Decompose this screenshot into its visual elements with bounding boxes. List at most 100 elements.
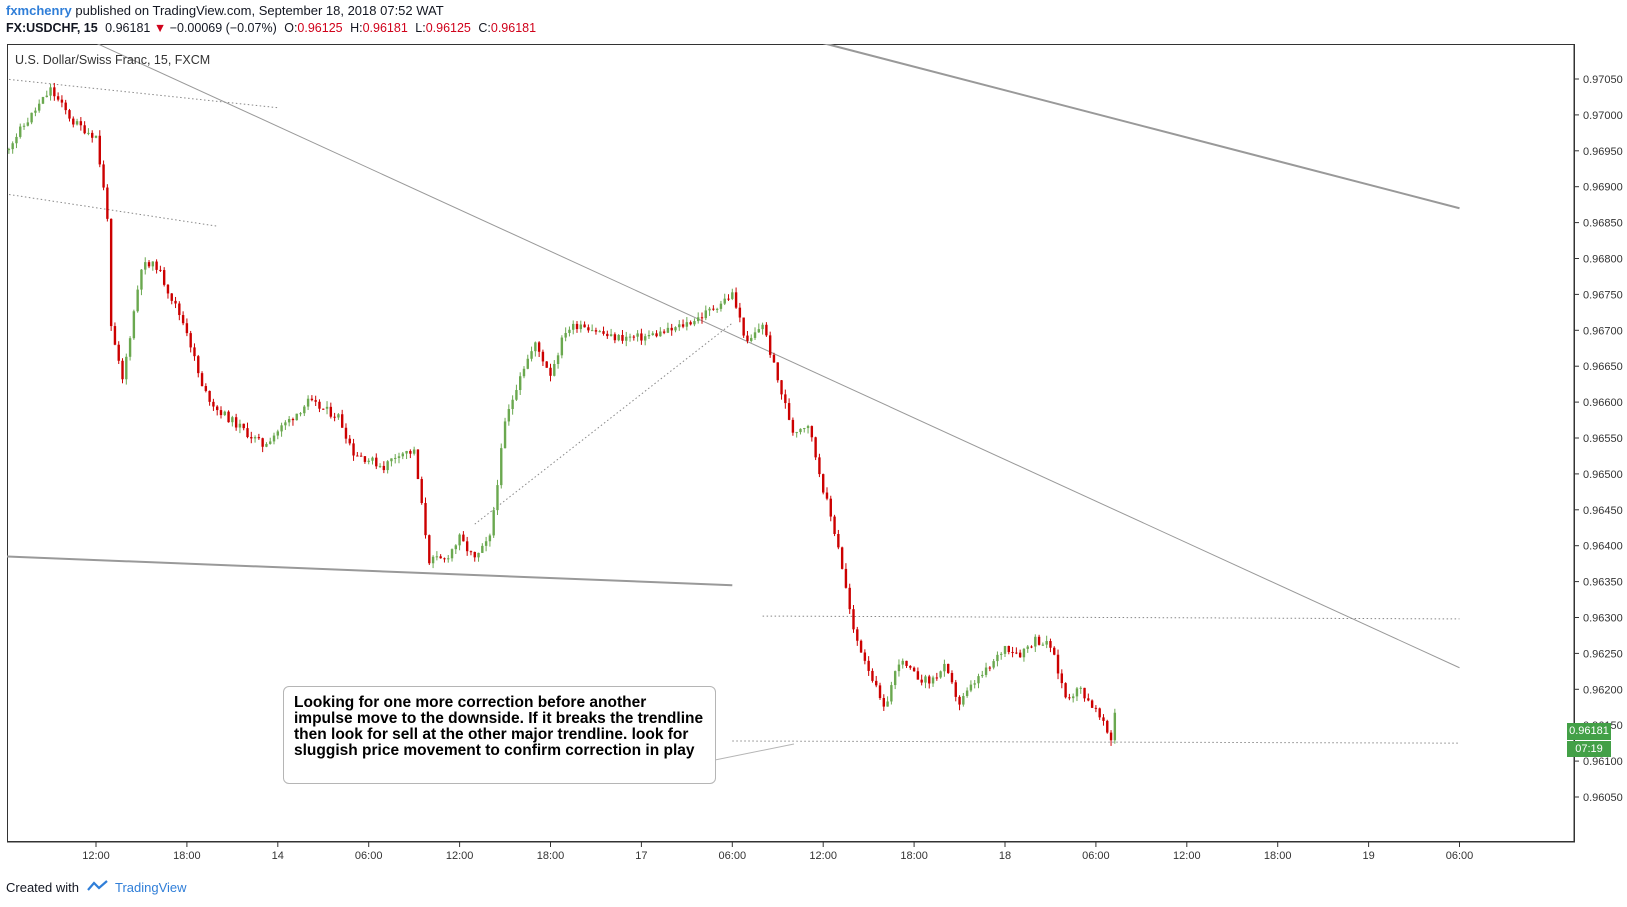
candle-body [893, 671, 897, 686]
annotation-callout[interactable]: Looking for one more correction before a… [283, 686, 716, 784]
candle-body [590, 330, 594, 332]
candle-body [216, 406, 219, 411]
downtrend-thick-line[interactable] [822, 44, 1460, 210]
candle-body [488, 535, 492, 542]
candle-body [1094, 707, 1098, 709]
candle-body [674, 327, 677, 331]
high-label: H: [350, 21, 363, 35]
tradingview-link[interactable]: TradingView [114, 880, 187, 895]
candle-body [242, 423, 245, 429]
candle-body [431, 556, 435, 564]
candle-body [1041, 644, 1045, 646]
y-tick-label: 0.96650 [1583, 361, 1623, 373]
candle-body [795, 432, 798, 434]
candle-body [791, 419, 795, 433]
candle-body [197, 356, 200, 374]
author-link[interactable]: fxmchenry [6, 3, 72, 18]
x-tick-label: 18:00 [900, 850, 928, 862]
candle-body [469, 551, 473, 553]
y-tick-label: 0.96200 [1583, 684, 1623, 696]
candle-body [401, 453, 404, 457]
candle-body [125, 356, 128, 380]
candle-body [30, 112, 33, 123]
candle-body [412, 449, 416, 454]
candle-body [534, 342, 537, 352]
candle-body [643, 336, 647, 341]
candle-body [822, 474, 825, 493]
candle-body [492, 510, 495, 536]
candle-body [909, 665, 912, 668]
candle-body [121, 360, 124, 380]
candle-body [1109, 732, 1113, 741]
candle-body [318, 401, 321, 409]
candle-body [655, 333, 658, 337]
last-price-tag: 0.96181 [1567, 723, 1611, 740]
candle-body [1003, 646, 1007, 654]
candle-body [155, 261, 158, 270]
candle-body [757, 329, 761, 333]
candle-body [306, 398, 310, 407]
candle-body [253, 437, 257, 439]
candle-body [859, 640, 863, 653]
candle-body [1007, 646, 1010, 653]
series-title: U.S. Dollar/Swiss Franc, 15, FXCM [15, 53, 211, 67]
candle-body [26, 122, 30, 126]
candle-body [575, 323, 579, 330]
candle-body [144, 262, 147, 270]
candle-body [166, 284, 170, 294]
major-downtrend-upper-line[interactable] [96, 44, 1460, 669]
candle-body [64, 102, 67, 111]
candle-body [352, 443, 355, 456]
candle-body [750, 337, 753, 341]
price-change: −0.00069 (−0.07%) [169, 21, 277, 35]
channel-top-dotted-line[interactable] [7, 78, 278, 109]
annotation-text: Looking for one more correction before a… [294, 694, 704, 759]
y-tick-label: 0.97000 [1583, 110, 1623, 122]
candle-body [636, 333, 639, 337]
candle-body [37, 103, 41, 111]
y-tick-label: 0.96850 [1583, 218, 1623, 230]
candle-body [117, 344, 120, 361]
candle-body [325, 406, 329, 409]
candle-body [670, 327, 673, 331]
candle-body [375, 457, 378, 467]
candle-body [458, 534, 461, 546]
resistance-dotted-line[interactable] [762, 615, 1460, 620]
candle-body [359, 455, 363, 457]
candle-body [223, 411, 226, 416]
footer: Created with TradingView [6, 880, 187, 895]
candle-body [943, 663, 946, 672]
candle-body [60, 99, 64, 103]
last-price: 0.96181 [105, 21, 151, 35]
candle-body [238, 423, 242, 428]
candle-body [477, 552, 480, 558]
candle-body [549, 367, 552, 376]
price-chart[interactable]: 0.97050 0.97000 0.96950 0.96900 0.96850 0.968… [7, 44, 1625, 871]
candle-body [776, 362, 779, 381]
candle-body [541, 351, 545, 362]
candle-body [344, 427, 348, 439]
chart-area[interactable]: 0.97050 0.97000 0.96950 0.96900 0.96850 0.968… [7, 44, 1625, 871]
candle-body [473, 551, 476, 558]
candle-body [367, 460, 370, 462]
candle-body [147, 262, 151, 267]
candle-body [628, 336, 632, 338]
candle-body [102, 164, 105, 188]
candle-body [22, 125, 26, 127]
candle-body [837, 533, 840, 548]
support-line-line[interactable] [7, 555, 733, 587]
candle-body [219, 410, 223, 416]
candle-body [333, 416, 336, 418]
candle-body [818, 457, 821, 475]
y-tick-label: 0.96400 [1583, 541, 1623, 553]
callout-pointer [709, 743, 795, 762]
candle-body [382, 465, 386, 471]
candle-body [507, 409, 511, 422]
candle-body [678, 324, 681, 328]
support-dotted-line[interactable] [732, 740, 1460, 744]
candle-body [780, 380, 783, 395]
rising-dotted-line[interactable] [474, 322, 733, 525]
candle-body [621, 334, 624, 341]
candle-body [992, 661, 995, 668]
candle-body [276, 431, 279, 436]
